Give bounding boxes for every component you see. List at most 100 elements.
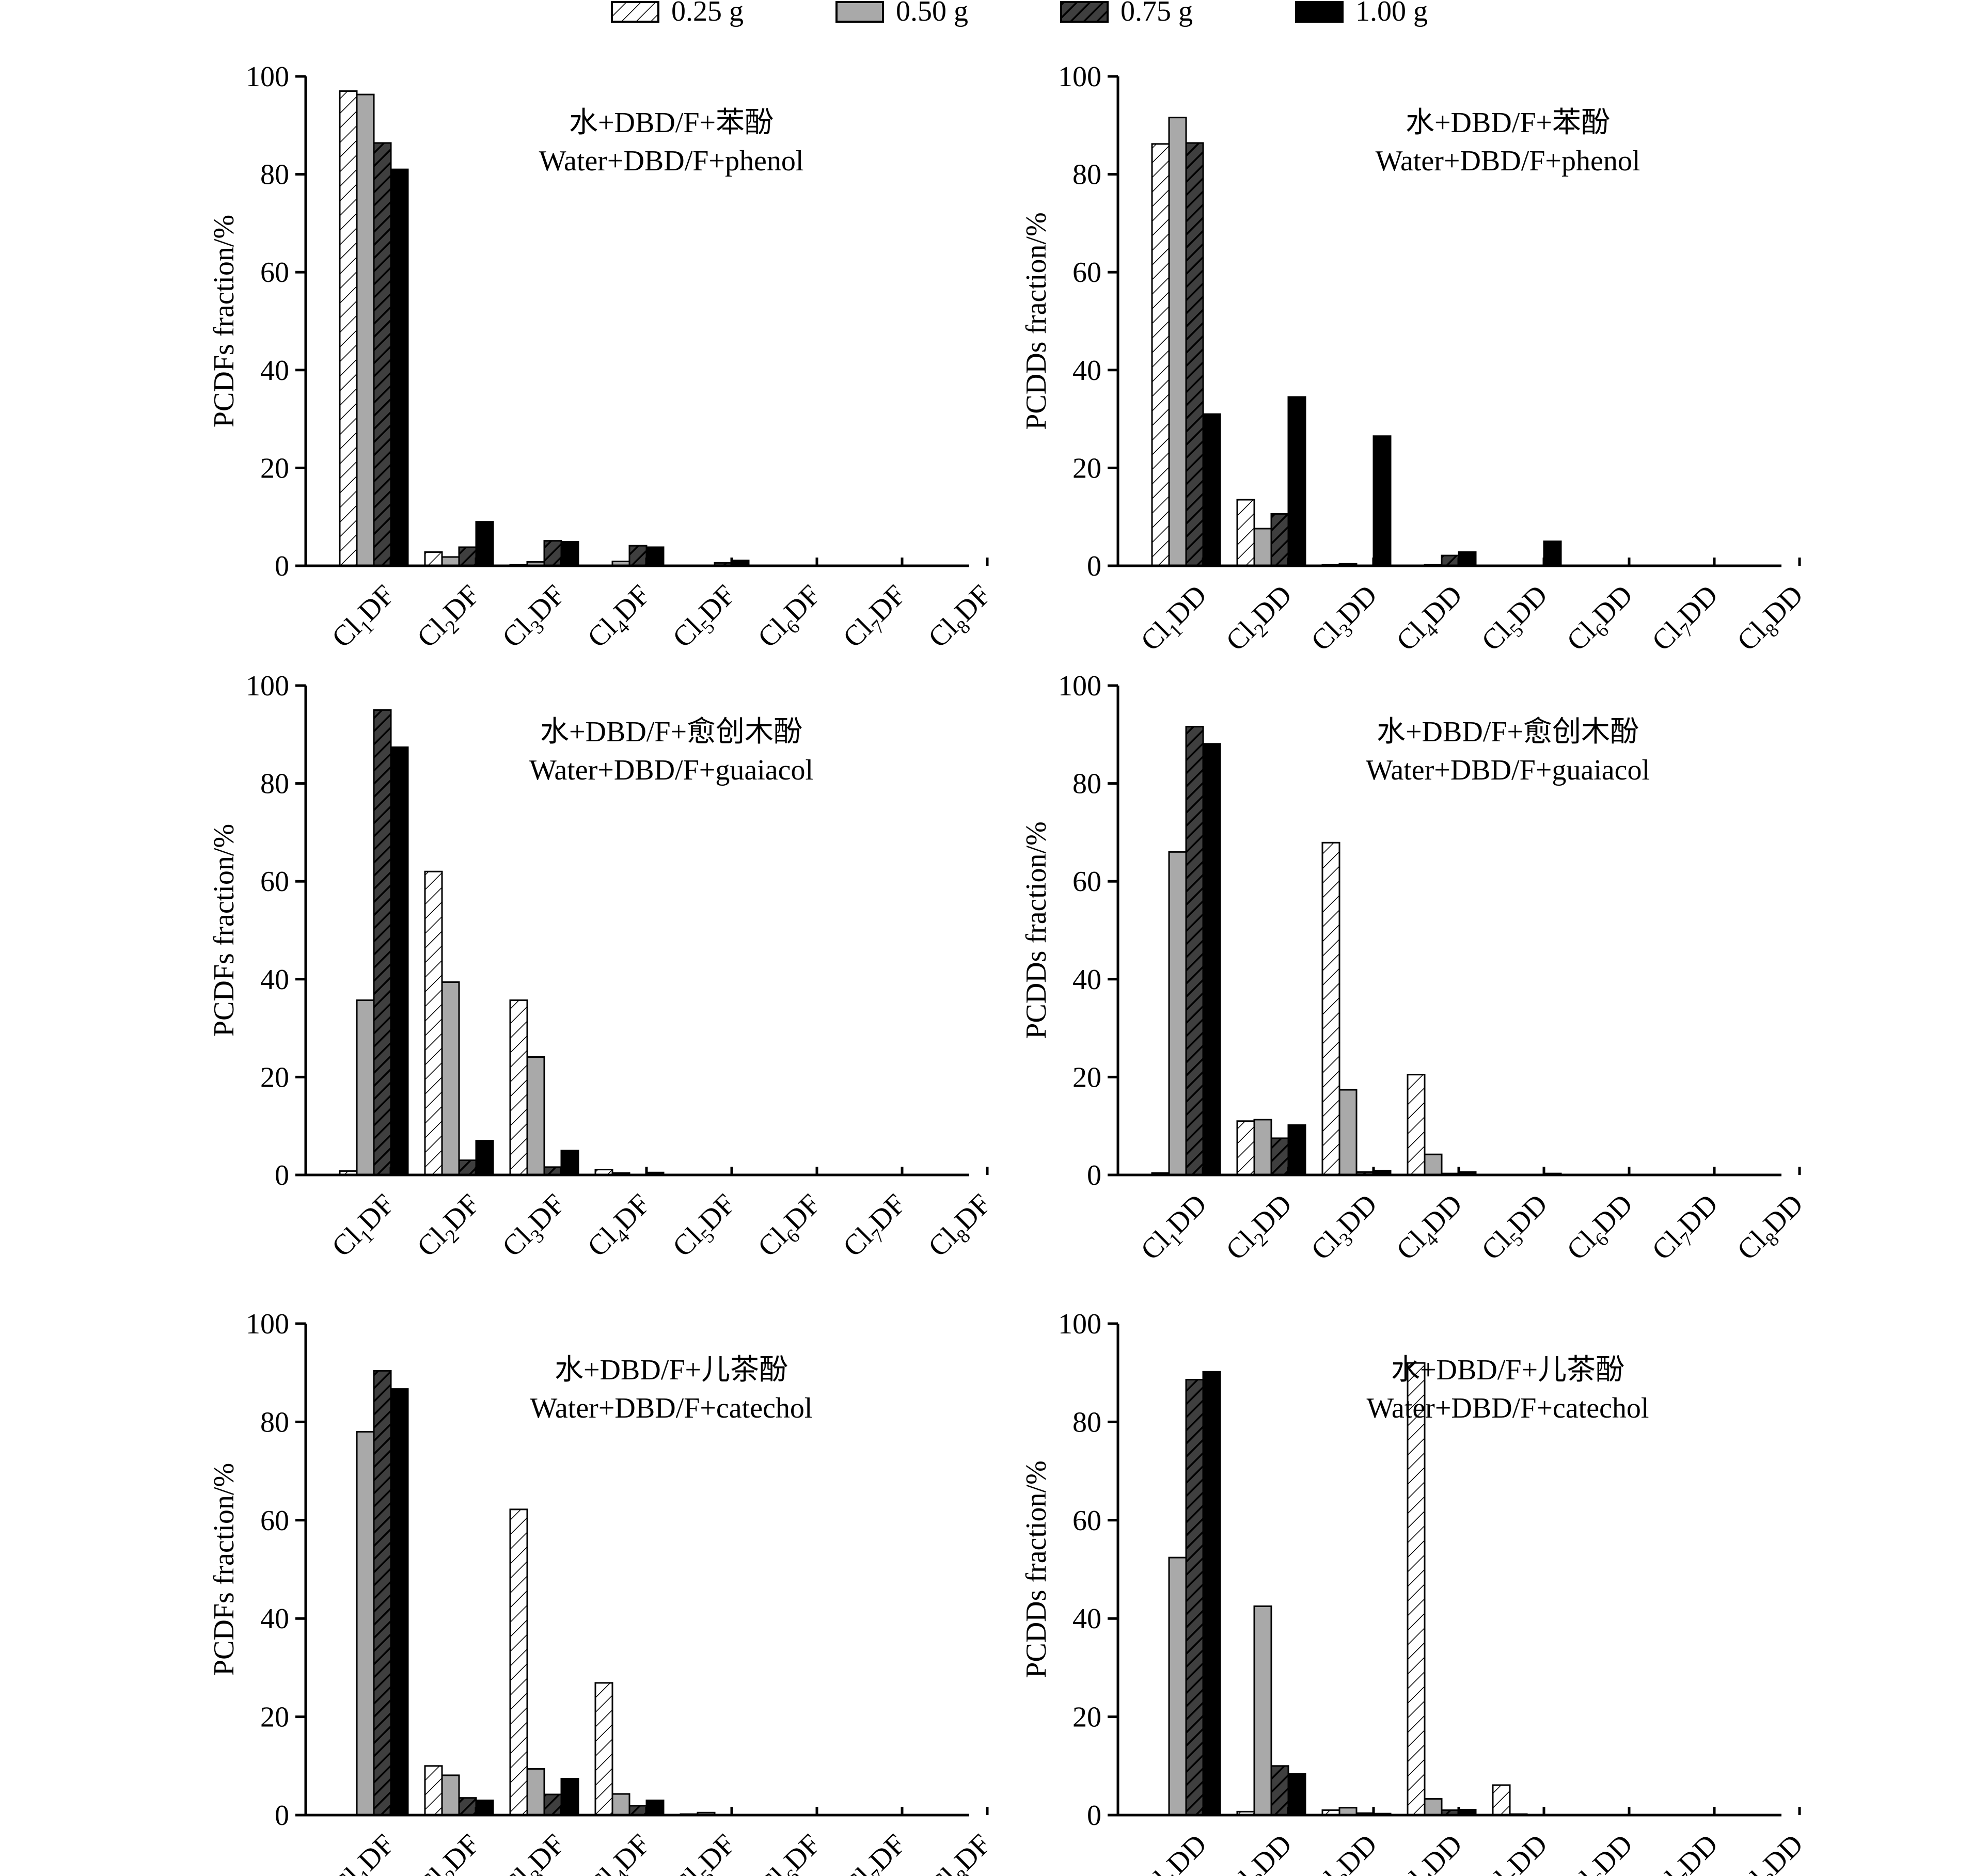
chart-title: 水+DBD/F+愈创木酚 [1377, 716, 1639, 748]
bar [1338, 1089, 1358, 1176]
y-tick-label: 40 [1072, 964, 1101, 996]
legend-item: 0.25 g [611, 0, 744, 27]
bar [475, 1799, 494, 1816]
y-tick-label: 20 [260, 1702, 289, 1734]
bar [458, 1159, 477, 1176]
x-tick-label: Cl7DD [1646, 1828, 1728, 1876]
legend-swatch [835, 1, 884, 23]
bars [1151, 726, 1562, 1176]
bar [1270, 1765, 1289, 1816]
x-tick-label: Cl4DD [1390, 1828, 1472, 1876]
y-axis-label: PCDFs fraction/% [208, 824, 240, 1037]
bar [356, 93, 375, 567]
legend-item: 1.00 g [1295, 0, 1428, 27]
chart-panel: 0 20 40 60 80 100 Cl1DDCl2DDCl3DDCl4DDCl5DDCl6… [1020, 1308, 1813, 1876]
bar [509, 1508, 528, 1816]
bar [560, 541, 579, 567]
y-tick-label: 0 [275, 1159, 289, 1191]
chart-panels: 020406080100Cl1DFCl2DFCl3DFCl4DFCl5DFCl6… [208, 61, 1813, 1876]
y-tick-label: 80 [260, 768, 289, 800]
y-tick-label: 80 [1072, 768, 1101, 800]
y-tick-label: 100 [246, 61, 289, 93]
legend-item: 0.75 g [1060, 0, 1193, 27]
bar [509, 999, 528, 1176]
chart-title: 水+DBD/F+愈创木酚 [540, 716, 802, 748]
bar [1253, 1605, 1272, 1816]
bar [526, 1768, 545, 1816]
bar [475, 1140, 494, 1176]
legend-label: 0.50 g [896, 0, 968, 27]
y-tick-label: 0 [1087, 1800, 1101, 1832]
bar [1372, 435, 1392, 567]
bar [1287, 1124, 1306, 1176]
y-tick-label: 100 [1058, 1308, 1101, 1340]
bar [373, 1370, 392, 1816]
y-tick-label: 20 [260, 452, 289, 484]
bar [424, 870, 443, 1176]
bar [628, 545, 648, 567]
bar [1253, 528, 1272, 567]
y-axis-label: PCDDs fraction/% [1020, 821, 1052, 1039]
bar [1185, 142, 1204, 567]
bar [560, 1778, 579, 1816]
bar [645, 1799, 665, 1816]
y-tick-label: 60 [1072, 1505, 1101, 1537]
x-tick-label: Cl1DD [1134, 1188, 1217, 1270]
x-tick-label: Cl2DD [1220, 1828, 1302, 1876]
bar [390, 168, 409, 567]
bar [356, 1430, 375, 1816]
x-tick-label: Cl1DF [326, 1188, 404, 1266]
y-tick-label: 100 [1058, 61, 1101, 93]
chart-title: 水+DBD/F+苯酚 [569, 107, 774, 139]
legend-label: 0.75 g [1121, 0, 1193, 27]
bar [1270, 1137, 1289, 1176]
x-tick-label: Cl6DF [752, 1828, 830, 1876]
y-tick-label: 20 [1072, 1702, 1101, 1734]
x-tick-label: Cl4DF [581, 1188, 660, 1266]
x-tick-label: Cl7DD [1646, 579, 1728, 661]
x-tick-label: Cl3DF [496, 579, 575, 657]
y-tick-label: 0 [1087, 550, 1101, 582]
bar [1236, 499, 1255, 567]
bar [373, 709, 392, 1176]
bar [458, 546, 477, 567]
x-tick-label: Cl3DF [496, 1188, 575, 1266]
bar [1168, 851, 1187, 1176]
chart-subtitle: Water+DBD/F+guaiacol [1366, 754, 1650, 786]
bar [594, 1682, 613, 1816]
y-tick-label: 0 [275, 550, 289, 582]
x-tick-label: Cl3DD [1305, 1188, 1387, 1270]
chart-subtitle: Water+DBD/F+phenol [1376, 145, 1640, 177]
x-tick-label: Cl5DF [667, 1188, 745, 1266]
x-tick-label: Cl1DF [326, 1828, 404, 1876]
bar [356, 999, 375, 1176]
x-tick-label: Cl8DD [1731, 1828, 1813, 1876]
y-tick-label: 100 [246, 1308, 289, 1340]
x-tick-label: Cl4DD [1390, 1188, 1472, 1270]
chart-panel: 0 20 40 60 80 100 Cl1DDCl2DDCl3DDCl4DDCl5DDCl6… [1020, 670, 1809, 1270]
x-tick-label: Cl8DF [922, 1828, 1001, 1876]
x-tick-label: Cl8DD [1731, 579, 1813, 661]
x-tick-label: Cl6DD [1560, 1188, 1643, 1270]
bar [458, 1797, 477, 1816]
bar [1407, 1362, 1426, 1816]
x-tick-label: Cl4DF [581, 1828, 660, 1876]
x-tick-label: Cl5DF [667, 579, 745, 657]
bar [339, 90, 358, 567]
bar [1253, 1119, 1272, 1176]
bar [475, 521, 494, 567]
x-tick-label: Cl1DD [1134, 1828, 1217, 1876]
x-tick-label: Cl6DF [752, 579, 830, 657]
bar [1424, 1798, 1443, 1816]
chart-title: 水+DBD/F+苯酚 [1406, 107, 1610, 139]
bar [1168, 1556, 1187, 1816]
y-tick-label: 60 [260, 866, 289, 898]
chart-title: 水+DBD/F+儿茶酚 [555, 1354, 788, 1386]
y-tick-label: 40 [260, 964, 289, 996]
bar [1492, 1784, 1511, 1816]
bar [1424, 1153, 1443, 1176]
y-tick-label: 20 [260, 1061, 289, 1093]
bar [441, 556, 460, 567]
y-tick-label: 100 [246, 670, 289, 702]
bar [543, 540, 562, 567]
